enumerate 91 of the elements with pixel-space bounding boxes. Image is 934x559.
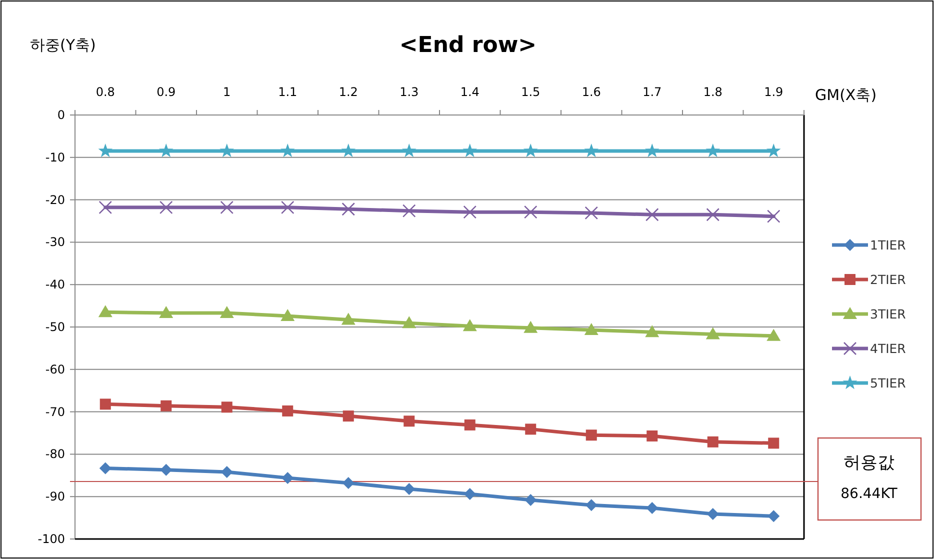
point bbox=[342, 477, 354, 490]
point bbox=[645, 325, 660, 338]
point bbox=[586, 430, 597, 441]
point bbox=[585, 499, 598, 512]
point bbox=[280, 200, 294, 214]
chart-title: <End row> bbox=[399, 33, 537, 58]
x-tick-label: 1.4 bbox=[460, 85, 480, 99]
y-tick-label: -80 bbox=[45, 447, 65, 462]
x-tick-label: 1.3 bbox=[400, 85, 419, 99]
y-tick-label: -100 bbox=[38, 532, 65, 546]
point bbox=[100, 398, 111, 410]
x-tick-label: 1.1 bbox=[278, 85, 298, 99]
point bbox=[158, 144, 174, 158]
x-tick-label: 1.5 bbox=[521, 85, 540, 99]
x-tick-label: 1.7 bbox=[642, 85, 662, 99]
point bbox=[646, 430, 658, 442]
point bbox=[462, 144, 478, 158]
point bbox=[524, 320, 538, 333]
point bbox=[282, 472, 294, 484]
y-tick-label: -60 bbox=[45, 362, 65, 376]
y-axis-title: 하중(Y축) bbox=[30, 36, 96, 54]
point bbox=[160, 464, 172, 476]
legend-label: 2TIER bbox=[870, 272, 906, 287]
point bbox=[766, 144, 781, 158]
point bbox=[523, 144, 538, 158]
y-tick-label: -20 bbox=[45, 192, 65, 207]
point bbox=[706, 508, 719, 520]
y-tick-label: -90 bbox=[45, 490, 65, 504]
point bbox=[524, 494, 537, 506]
point bbox=[342, 202, 356, 216]
point bbox=[464, 488, 476, 500]
point bbox=[768, 510, 780, 522]
point bbox=[463, 205, 477, 219]
point bbox=[768, 438, 780, 449]
point bbox=[160, 400, 172, 412]
point bbox=[342, 410, 354, 422]
y-tick-label: -40 bbox=[45, 278, 65, 292]
point bbox=[525, 424, 536, 435]
point bbox=[341, 144, 356, 158]
ref-line-label: 허용값 86.44KT bbox=[840, 453, 898, 502]
point bbox=[280, 144, 295, 158]
point bbox=[98, 200, 112, 214]
legend-label: 3TIER bbox=[870, 306, 906, 322]
point bbox=[462, 319, 477, 332]
point bbox=[766, 328, 781, 341]
point bbox=[402, 144, 416, 158]
x-tick-label: 1 bbox=[223, 85, 231, 99]
point bbox=[221, 402, 232, 413]
point bbox=[646, 502, 658, 514]
legend-label: 5TIER bbox=[870, 376, 906, 390]
y-tick-label: -50 bbox=[45, 320, 65, 334]
x-tick-label: 1.2 bbox=[338, 85, 358, 99]
point bbox=[584, 144, 599, 158]
point bbox=[341, 312, 356, 325]
y-tick-label: -30 bbox=[45, 235, 65, 250]
point bbox=[402, 316, 416, 328]
point bbox=[645, 208, 659, 222]
x-tick-label: 0.8 bbox=[96, 85, 115, 99]
x-tick-label: 0.9 bbox=[156, 85, 176, 99]
point bbox=[403, 482, 416, 495]
point bbox=[707, 436, 718, 448]
point bbox=[99, 462, 112, 474]
point bbox=[220, 144, 234, 158]
point bbox=[159, 306, 174, 318]
point bbox=[280, 308, 295, 321]
legend-label: 1TIER bbox=[870, 238, 906, 252]
point bbox=[98, 305, 112, 318]
point bbox=[766, 210, 780, 223]
legend-label: 4TIER bbox=[870, 341, 906, 356]
point bbox=[706, 208, 720, 222]
point bbox=[220, 306, 234, 318]
y-tick-label: 0 bbox=[57, 108, 65, 122]
point bbox=[464, 419, 476, 430]
point bbox=[98, 144, 113, 158]
point bbox=[404, 416, 415, 427]
point bbox=[159, 200, 173, 214]
point bbox=[706, 327, 720, 340]
point bbox=[282, 405, 294, 416]
x-tick-label: 1.6 bbox=[582, 85, 601, 99]
x-axis-title: GM(X축) bbox=[815, 86, 877, 104]
y-tick-label: -70 bbox=[45, 404, 65, 419]
y-tick-label: -10 bbox=[45, 150, 65, 164]
point bbox=[220, 200, 234, 214]
point bbox=[706, 144, 720, 158]
x-tick-label: 1.9 bbox=[764, 85, 784, 99]
point bbox=[584, 322, 598, 335]
point bbox=[644, 144, 660, 158]
point bbox=[524, 205, 538, 219]
point bbox=[402, 204, 416, 218]
point bbox=[584, 206, 598, 220]
x-tick-label: 1.8 bbox=[703, 85, 722, 99]
